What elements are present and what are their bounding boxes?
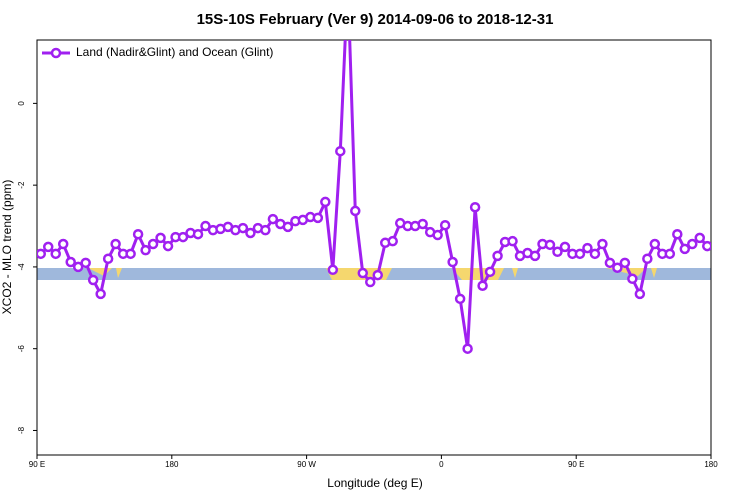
data-point [582,242,593,254]
data-point [469,201,481,213]
chart-title: 15S-10S February (Ver 9) 2014-09-06 to 2… [197,11,554,28]
data-point [387,235,398,247]
data-point [200,220,211,232]
data-point [312,212,324,224]
data-point [372,269,383,281]
y-tick-label: -2 [17,181,26,189]
data-point [50,248,61,260]
data-point [80,257,91,269]
data-point [320,196,331,208]
x-tick-label: 180 [165,460,179,469]
data-point [132,228,144,240]
data-point [95,288,106,300]
data-point [627,273,638,285]
data-point [282,221,294,233]
x-tick-label: 180 [704,460,718,469]
legend-label: Land (Nadir&Glint) and Ocean (Glint) [76,45,273,59]
y-tick-label: -4 [17,263,26,271]
data-point [552,246,563,258]
y-axis-label: XCO2 - MLO trend (ppm) [0,180,14,315]
data-point [687,238,698,250]
data-point [702,240,711,252]
data-point [192,228,204,240]
data-point [365,276,376,288]
data-point [507,235,518,247]
data-point [649,238,661,250]
data-point [350,205,361,217]
data-point [260,224,271,236]
data-point [612,262,623,273]
data-point [559,241,571,253]
data-point [110,238,121,250]
data-point [327,264,339,276]
x-axis-label: Longitude (deg E) [327,476,422,490]
data-point [529,250,541,262]
data-point [147,238,159,250]
data-point [484,266,496,278]
data-point [694,232,706,244]
data-point [574,248,586,260]
data-point [237,222,249,234]
data-point [245,227,256,239]
data-point [672,228,683,240]
data-point [589,248,601,260]
data-point [642,253,653,264]
series [37,40,711,354]
data-point [679,243,691,255]
data-point [102,253,114,264]
data-point [267,213,279,225]
x-tick-label: 0 [439,460,444,469]
data-point [439,219,451,231]
legend: Land (Nadir&Glint) and Ocean (Glint) [42,45,273,59]
data-point [87,274,99,286]
x-tick-label: 90 E [29,460,45,469]
land-patch [512,268,518,278]
x-tick-label: 90 W [297,460,316,469]
data-point [65,256,76,268]
data-point [417,218,428,230]
data-point [634,288,646,300]
data-point [462,343,473,354]
x-tick-label: 90 E [568,460,584,469]
data-point [432,229,443,241]
data-point [477,280,488,291]
data-point [604,257,616,269]
y-tick-label: -6 [17,345,26,353]
data-point [454,293,466,305]
y-tick-label: 0 [17,101,26,106]
data-point [162,240,174,252]
data-point [447,256,458,268]
data-point [140,244,151,256]
data-point [155,232,166,244]
data-point [335,145,346,157]
data-point [597,238,608,250]
land-patch [116,268,122,278]
data-point [42,241,54,253]
data-point [664,248,676,260]
data-point [177,231,189,243]
data-point [37,248,46,260]
data-point [619,257,631,269]
data-point [125,248,136,260]
plot-frame [36,39,712,456]
data-point [57,238,69,250]
data-point [357,267,369,279]
data-point [492,250,503,262]
data-point [72,261,84,273]
land-patch [651,268,657,278]
legend-marker [50,47,62,59]
data-point [544,239,556,251]
y-tick-label: -8 [17,426,26,434]
